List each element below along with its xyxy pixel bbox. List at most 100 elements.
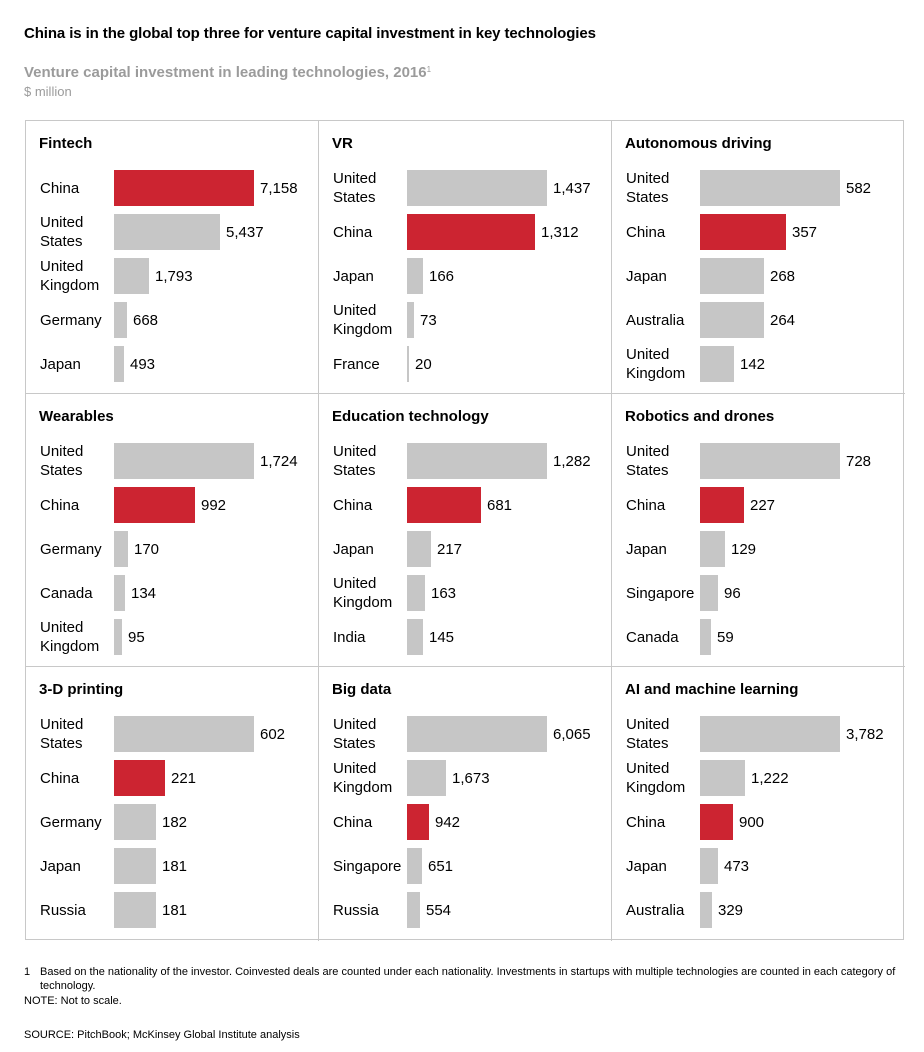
value-label: 1,312: [541, 223, 579, 241]
bar-row: Canada 59: [612, 619, 905, 655]
value-label: 227: [750, 496, 776, 514]
value-label: 264: [770, 311, 796, 329]
value-label: 554: [426, 901, 452, 919]
value-label: 728: [846, 452, 872, 470]
value-label: 329: [718, 901, 744, 919]
bar-row: China 942: [319, 804, 611, 840]
bar-row: United States 3,782: [612, 716, 905, 752]
value-label: 1,282: [553, 452, 591, 470]
category-label: China: [626, 223, 666, 241]
bar-row: Japan 129: [612, 531, 905, 567]
value-label: 96: [724, 584, 741, 602]
bar: [700, 531, 725, 567]
footnote-text: Based on the nationality of the investor…: [40, 966, 896, 992]
category-label: China: [626, 813, 666, 831]
category-label: United Kingdom: [333, 760, 393, 796]
value-label: 3,782: [846, 725, 884, 743]
bar: [407, 214, 535, 250]
category-label: Australia: [626, 311, 685, 329]
chart-panel: Education technology United States 1,282 Ch…: [319, 394, 612, 667]
bar-row: Russia 554: [319, 892, 611, 928]
category-label: United States: [626, 443, 670, 479]
bar-row: Singapore 651: [319, 848, 611, 884]
bar: [114, 716, 254, 752]
bar: [114, 892, 156, 928]
panel-title: AI and machine learning: [625, 681, 799, 698]
chart-panel: Robotics and drones United States 728 China…: [612, 394, 905, 667]
panel-title: Autonomous driving: [625, 135, 772, 152]
value-label: 668: [133, 311, 159, 329]
bar-row: China 227: [612, 487, 905, 523]
bar: [700, 619, 711, 655]
value-label: 129: [731, 540, 757, 558]
value-label: 163: [431, 584, 457, 602]
category-label: Germany: [40, 540, 102, 558]
category-label: United Kingdom: [333, 302, 393, 338]
value-label: 134: [131, 584, 157, 602]
value-label: 20: [415, 355, 432, 373]
bar-row: Australia 264: [612, 302, 905, 338]
bar: [114, 804, 156, 840]
bar-row: United Kingdom 1,673: [319, 760, 611, 796]
bar: [114, 302, 127, 338]
value-label: 145: [429, 628, 455, 646]
bar: [700, 443, 840, 479]
value-label: 217: [437, 540, 463, 558]
bar-row: China 900: [612, 804, 905, 840]
bar-row: India 145: [319, 619, 611, 655]
bar: [700, 760, 745, 796]
category-label: United States: [333, 716, 377, 752]
category-label: France: [333, 355, 380, 373]
bar: [700, 804, 733, 840]
bar: [407, 848, 422, 884]
bar: [700, 848, 718, 884]
bar-row: United Kingdom 1,793: [26, 258, 318, 294]
category-label: China: [626, 496, 666, 514]
bar: [114, 258, 149, 294]
category-label: Japan: [333, 267, 374, 285]
bar-row: Japan 268: [612, 258, 905, 294]
panel-title: VR: [332, 135, 353, 152]
value-label: 1,222: [751, 769, 789, 787]
category-label: United Kingdom: [626, 346, 686, 382]
chart-headline: China is in the global top three for ven…: [24, 25, 596, 42]
bar-row: China 221: [26, 760, 318, 796]
bar: [700, 575, 718, 611]
bar-row: Japan 493: [26, 346, 318, 382]
value-label: 357: [792, 223, 818, 241]
category-label: China: [40, 179, 80, 197]
value-label: 473: [724, 857, 750, 875]
bar: [407, 258, 423, 294]
bar: [114, 848, 156, 884]
bar: [700, 346, 734, 382]
footnote-number: 1: [24, 966, 31, 978]
bar: [407, 760, 446, 796]
bar: [114, 443, 254, 479]
value-label: 493: [130, 355, 156, 373]
bar-row: Australia 329: [612, 892, 905, 928]
category-label: Germany: [40, 311, 102, 329]
bar-row: Russia 181: [26, 892, 318, 928]
bar-row: Singapore 96: [612, 575, 905, 611]
category-label: Japan: [40, 857, 81, 875]
bar-row: China 357: [612, 214, 905, 250]
bar-row: United States 1,282: [319, 443, 611, 479]
bar-row: China 681: [319, 487, 611, 523]
chart-panel: AI and machine learning United States 3,78…: [612, 667, 905, 941]
category-label: United States: [626, 716, 670, 752]
category-label: China: [40, 496, 80, 514]
bar-row: United Kingdom 95: [26, 619, 318, 655]
bar-row: France 20: [319, 346, 611, 382]
bar: [114, 346, 124, 382]
bar-row: Japan 166: [319, 258, 611, 294]
chart-panel: Autonomous driving United States 582 China 3…: [612, 121, 905, 394]
bar-row: United Kingdom 73: [319, 302, 611, 338]
category-label: United Kingdom: [333, 575, 393, 611]
bar: [407, 575, 425, 611]
units-label: $ million: [24, 84, 72, 99]
chart-subtitle: Venture capital investment in leading te…: [24, 64, 431, 81]
bar: [407, 716, 547, 752]
chart-panel: Big data United States 6,065 United Kingdom…: [319, 667, 612, 941]
value-label: 142: [740, 355, 766, 373]
source-text: SOURCE: PitchBook; McKinsey Global Insti…: [24, 1029, 300, 1041]
